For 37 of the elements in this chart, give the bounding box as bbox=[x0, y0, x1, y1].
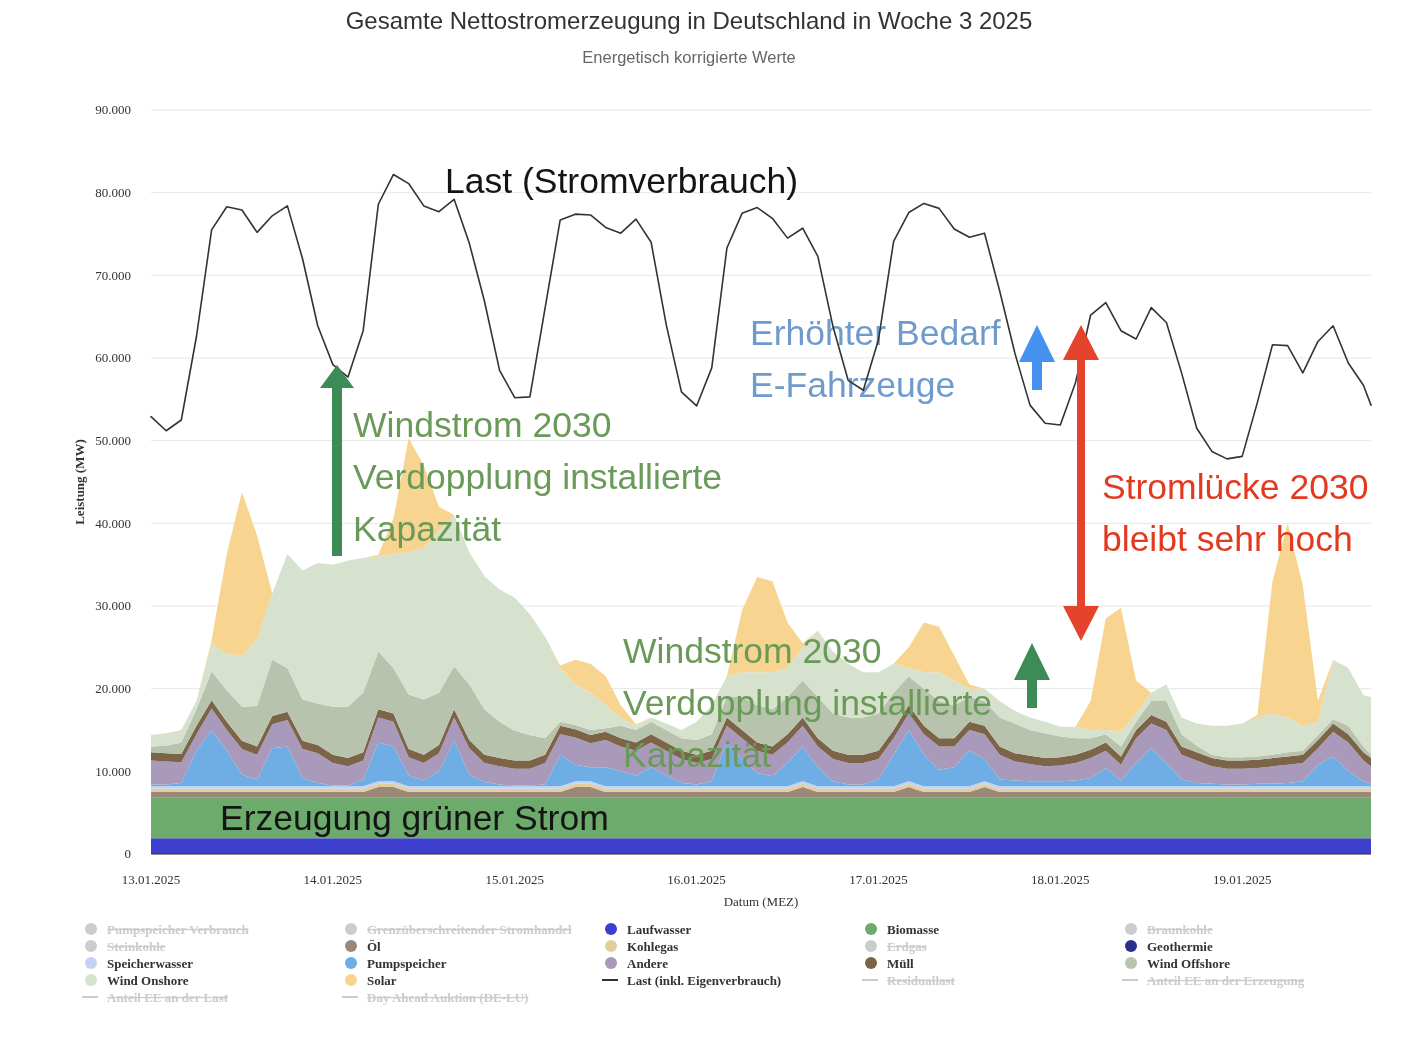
x-tick-label: 14.01.2025 bbox=[303, 872, 363, 887]
y-tick-label: 0 bbox=[124, 846, 131, 862]
legend-label: Geothermie bbox=[1147, 938, 1213, 954]
x-tick-label: 19.01.2025 bbox=[1212, 872, 1272, 887]
x-axis-title: Datum (MEZ) bbox=[723, 894, 799, 909]
legend-label: Speicherwasser bbox=[107, 955, 194, 971]
legend-label: Öl bbox=[367, 938, 382, 954]
legend-label: Solar bbox=[367, 972, 397, 988]
legend-label: Wind Offshore bbox=[1147, 955, 1231, 971]
legend-label: Pumpspeicher bbox=[367, 955, 447, 971]
legend-label: Biomasse bbox=[887, 921, 940, 937]
y-tick-label: 30.000 bbox=[95, 598, 131, 614]
y-tick-label: 50.000 bbox=[95, 433, 131, 449]
legend-label: Kohlegas bbox=[627, 938, 679, 954]
x-tick-label: 16.01.2025 bbox=[667, 872, 726, 887]
y-tick-label: 70.000 bbox=[95, 267, 131, 283]
y-tick-label: 60.000 bbox=[95, 350, 131, 366]
y-tick-label: 90.000 bbox=[95, 102, 131, 118]
legend-label: Andere bbox=[627, 955, 669, 971]
legend-label: Wind Onshore bbox=[107, 972, 189, 988]
chart-subtitle: Energetisch korrigierte Werte bbox=[582, 48, 796, 66]
legend-label: Last (inkl. Eigenverbrauch) bbox=[627, 972, 782, 988]
annotation: Stromlücke 2030 bleibt sehr hoch bbox=[1102, 467, 1369, 559]
y-tick-label: 20.000 bbox=[95, 681, 131, 697]
y-tick-label: 40.000 bbox=[95, 515, 131, 531]
x-tick-label: 18.01.2025 bbox=[1031, 872, 1090, 887]
y-tick-label: 80.000 bbox=[95, 185, 131, 201]
chart-title: Gesamte Nettostromerzeugung in Deutschland in Woche 3 2025 bbox=[345, 7, 1033, 34]
x-tick-label: 13.01.2025 bbox=[121, 872, 181, 887]
legend-label: Müll bbox=[887, 955, 915, 971]
annotation: Last (Stromverbrauch) bbox=[445, 161, 799, 201]
y-tick-label: 10.000 bbox=[95, 763, 131, 779]
y-axis-title: Leistung (MW) bbox=[72, 439, 87, 525]
x-tick-label: 17.01.2025 bbox=[849, 872, 908, 887]
x-tick-label: 15.01.2025 bbox=[485, 872, 544, 887]
annotation: Erzeugung grüner Strom bbox=[220, 798, 609, 838]
legend-label: Laufwasser bbox=[627, 921, 692, 937]
